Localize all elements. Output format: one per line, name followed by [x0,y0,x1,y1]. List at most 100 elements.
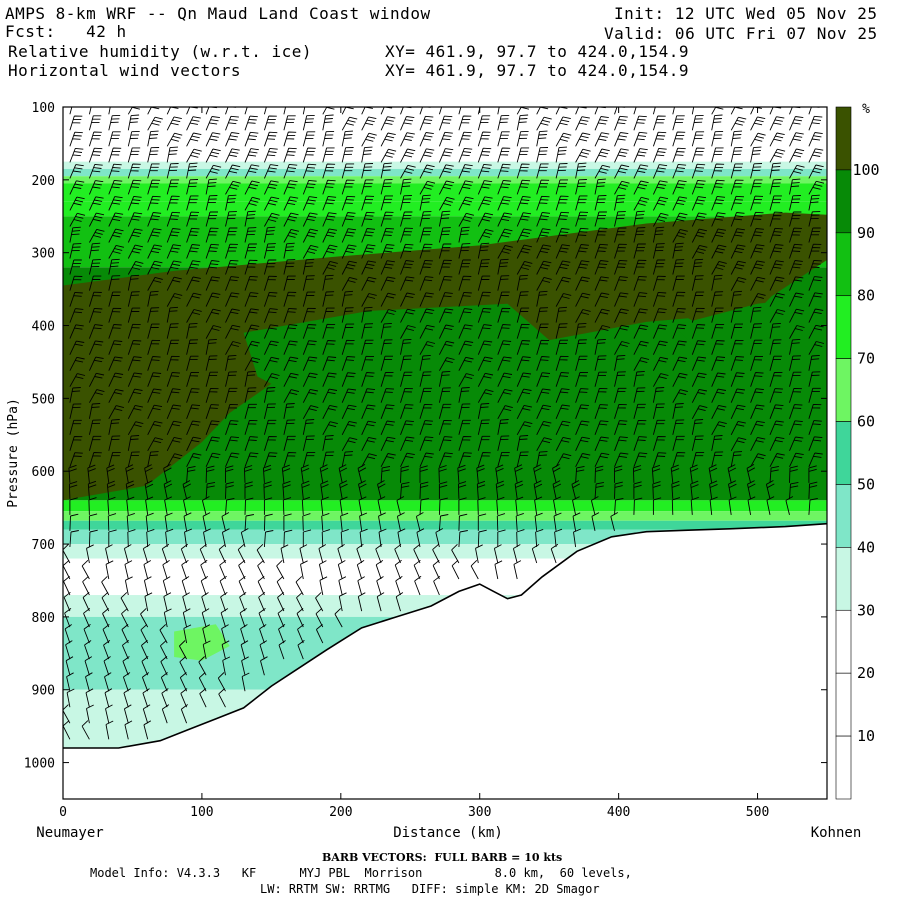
wind-barb [594,148,610,163]
wind-barb [477,275,491,291]
wind-barb [277,591,285,612]
wind-barb [160,672,168,692]
wind-barb [438,387,451,403]
wind-barb [220,608,229,628]
wind-barb [514,480,524,499]
wind-barb [789,338,801,355]
wind-barb [400,338,412,355]
wind-barb [283,115,296,131]
wind-barb [711,435,723,451]
wind-barb [730,244,746,259]
wind-barb [162,560,170,580]
wind-barb [88,340,104,355]
wind-barb [278,624,286,644]
wind-barb [750,132,766,147]
wind-barb [339,496,348,515]
wind-barb [594,452,610,467]
wind-barb [380,116,396,131]
wind-barb [283,212,299,227]
wind-barb [127,228,143,243]
wind-barb [108,244,125,259]
wind-barb [475,544,483,564]
wind-barb [747,496,756,515]
wind-barb [358,496,367,515]
wind-barb [691,212,707,227]
wind-barb [750,420,765,435]
wind-barb [476,464,485,483]
wind-barb [555,372,570,387]
wind-barb [244,131,259,147]
wind-barb [533,464,542,483]
wind-barb [103,640,111,660]
wind-barb [497,147,511,163]
wind-barb [241,672,250,692]
wind-barb [458,530,468,548]
wind-barb [63,591,71,612]
wind-barb [205,195,218,211]
wind-barb [438,436,453,451]
wind-barb [283,196,299,211]
wind-barb [477,131,491,147]
wind-barb [691,275,704,291]
wind-barb [419,403,433,419]
wind-barb [183,496,191,515]
wind-barb [536,437,552,452]
wind-barb [361,339,374,355]
wind-barb [632,465,642,483]
wind-barb [88,147,103,163]
wind-barb [377,496,386,515]
wind-barb [515,496,524,515]
wind-barb [88,180,104,195]
terrain-fill [63,523,827,799]
wind-barb [536,307,549,323]
wind-barb [205,116,220,131]
wind-barb [555,404,570,419]
wind-barb [123,544,132,564]
wind-barb [88,324,103,339]
wind-barb [516,323,530,339]
wind-barb [555,276,571,291]
wind-barb [321,529,331,548]
colorbar-tick-label: 100 [852,161,879,179]
wind-barb [730,437,747,452]
wind-barb [142,544,151,564]
wind-barb [400,243,414,259]
wind-barb [633,340,649,355]
wind-barb [302,258,315,275]
wind-barb [730,420,746,436]
wind-barb [614,115,628,131]
wind-barb [730,323,743,339]
wind-barb [127,147,141,163]
wind-barb [534,512,543,531]
wind-barb [516,340,531,355]
wind-barb [186,260,201,275]
wind-barb [225,211,237,227]
wind-barb [458,196,474,211]
wind-barb [413,543,421,564]
wind-barb [339,480,348,499]
wind-barb [108,529,117,547]
wind-barb [575,339,587,355]
wind-barb [108,435,121,451]
wind-barb [166,211,181,227]
wind-barb [322,114,334,131]
wind-barb [186,179,199,195]
wind-barb [730,388,745,403]
wind-barb [477,147,492,163]
wind-barb [166,228,181,243]
wind-barb [341,195,356,211]
wind-barb [536,130,548,147]
wind-barb [104,672,112,692]
wind-barb [497,324,511,339]
wind-barb [614,420,628,435]
x-tick-label: 200 [329,805,352,820]
wind-barb [244,419,258,435]
wind-barb [496,513,506,531]
wind-barb [633,436,647,451]
wind-barb [672,242,684,259]
wind-barb [555,339,568,355]
wind-barb [205,132,221,147]
wind-barb [243,465,253,483]
wind-barb [380,355,393,371]
wind-barb [458,180,474,195]
